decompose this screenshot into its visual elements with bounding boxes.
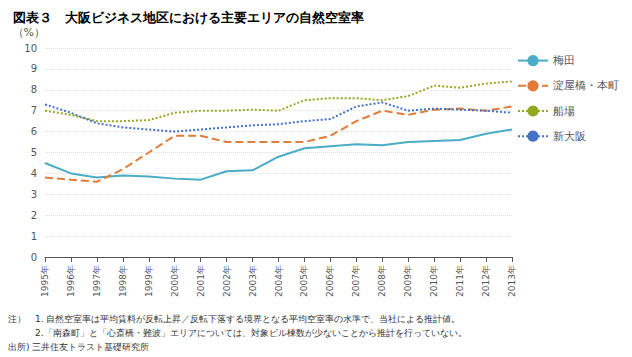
svg-text:8: 8: [31, 84, 37, 95]
svg-text:7: 7: [31, 105, 37, 116]
svg-text:梅田: 梅田: [552, 54, 575, 67]
svg-text:5: 5: [31, 147, 37, 158]
svg-text:1999年: 1999年: [144, 265, 154, 297]
svg-text:新大阪: 新大阪: [553, 130, 586, 143]
svg-text:2.「南森町」と「心斎橋・難波」エリアについては、対象ビル棟: 2.「南森町」と「心斎橋・難波」エリアについては、対象ビル棟数が少ないことから推…: [8, 328, 467, 338]
svg-text:2009年: 2009年: [403, 265, 413, 297]
svg-text:1996年: 1996年: [66, 265, 76, 297]
svg-text:2007年: 2007年: [351, 265, 361, 297]
svg-text:2005年: 2005年: [299, 265, 309, 297]
svg-text:図表３ 大阪ビジネス地区における主要エリアの自然空室率: 図表３ 大阪ビジネス地区における主要エリアの自然空室率: [13, 10, 364, 25]
svg-text:淀屋橋・本町: 淀屋橋・本町: [553, 79, 619, 92]
svg-text:2010年: 2010年: [429, 265, 439, 297]
svg-text:3: 3: [31, 189, 37, 200]
svg-text:2: 2: [31, 210, 37, 221]
svg-text:出所) 三井住友トラスト基礎研究所: 出所) 三井住友トラスト基礎研究所: [8, 342, 149, 352]
svg-text:2013年: 2013年: [507, 265, 517, 297]
svg-text:1997年: 1997年: [92, 265, 102, 297]
svg-text:注） 1. 自然空室率は平均賃料が反転上昇／反転下落する境界: 注） 1. 自然空室率は平均賃料が反転上昇／反転下落する境界となる平均空室率の水…: [8, 314, 460, 324]
svg-text:10: 10: [24, 43, 37, 54]
svg-text:1: 1: [31, 231, 37, 242]
svg-text:1998年: 1998年: [118, 265, 128, 297]
svg-text:2001年: 2001年: [196, 265, 206, 297]
svg-text:船場: 船場: [553, 105, 575, 118]
svg-text:9: 9: [31, 63, 37, 74]
svg-text:2006年: 2006年: [325, 265, 335, 297]
svg-text:2002年: 2002年: [222, 265, 232, 297]
svg-text:2000年: 2000年: [170, 265, 180, 297]
svg-text:0: 0: [31, 252, 37, 263]
svg-text:6: 6: [31, 126, 37, 137]
svg-text:2012年: 2012年: [481, 265, 491, 297]
svg-text:2011年: 2011年: [455, 265, 465, 297]
svg-text:4: 4: [31, 168, 37, 179]
svg-text:2008年: 2008年: [377, 265, 387, 297]
svg-text:2004年: 2004年: [274, 265, 284, 297]
svg-text:2003年: 2003年: [248, 265, 258, 297]
svg-text:（%）: （%）: [13, 26, 45, 39]
svg-text:1995年: 1995年: [40, 265, 50, 297]
